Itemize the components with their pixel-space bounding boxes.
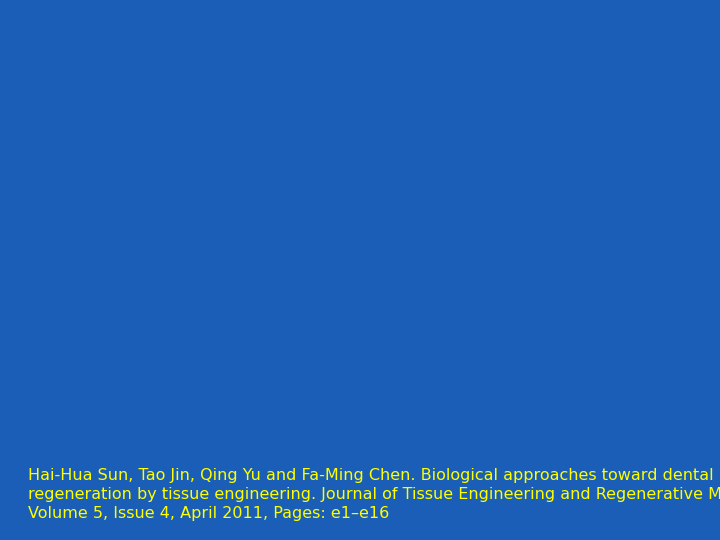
Text: Volume 5, Issue 4, April 2011, Pages: e1–e16: Volume 5, Issue 4, April 2011, Pages: e1… [28,506,390,521]
Text: regeneration by tissue engineering. Journal of Tissue Engineering and Regenerati: regeneration by tissue engineering. Jour… [28,487,720,502]
Text: Hai-Hua Sun, Tao Jin, Qing Yu and Fa-Ming Chen. Biological approaches toward den: Hai-Hua Sun, Tao Jin, Qing Yu and Fa-Min… [28,468,720,483]
